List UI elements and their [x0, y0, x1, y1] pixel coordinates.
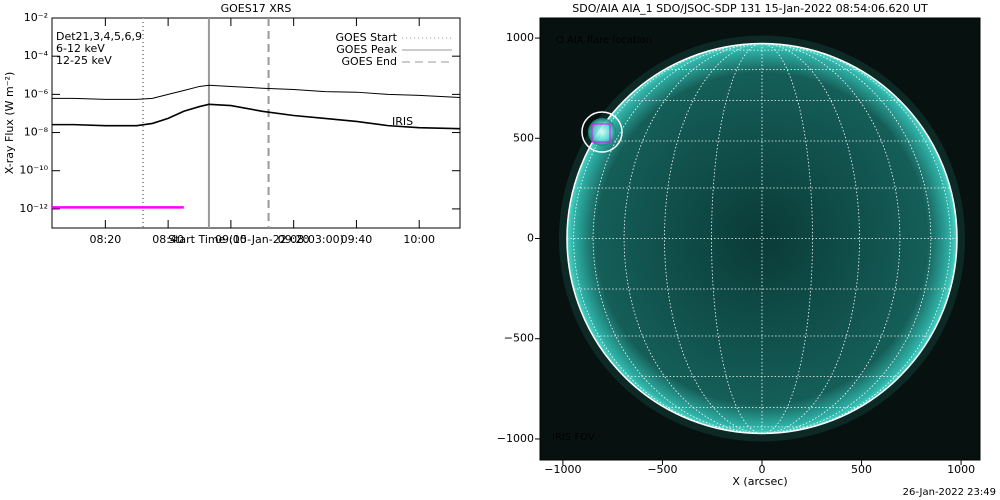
right-title: SDO/AIA AIA_1 SDO/JSOC-SDP 131 15-Jan-20…: [572, 2, 928, 15]
solar-disk: [566, 43, 957, 434]
y-tick-label: 1000: [506, 31, 534, 44]
x-tick-label: 0: [758, 463, 765, 476]
legend-label: GOES Peak: [336, 43, 397, 56]
flux-line: [52, 103, 461, 130]
y-tick-label: 10⁻¹²: [19, 202, 48, 215]
y-tick-label: 500: [513, 131, 534, 144]
y-tick-label: 10⁻¹⁰: [19, 164, 48, 177]
x-tick-label: −1000: [544, 463, 581, 476]
longitude-line: [573, 43, 762, 434]
iris-fov-box: [591, 123, 611, 143]
x-tick-label: 09:20: [278, 233, 310, 246]
x-tick-label: 09:40: [341, 233, 373, 246]
x-tick-label: −500: [647, 463, 677, 476]
y-axis-label: X-ray Flux (W m⁻²): [3, 72, 16, 174]
x-tick-label: 500: [851, 463, 872, 476]
y-tick-label: 10⁻⁶: [24, 87, 49, 100]
y-tick-label: −1000: [497, 432, 534, 445]
x-tick-label: 08:20: [90, 233, 122, 246]
x-tick-label: 10:00: [403, 233, 435, 246]
flare-marker: [581, 111, 623, 153]
y-tick-label: 10⁻⁸: [24, 126, 49, 139]
legend-label: 6-12 keV: [56, 42, 105, 55]
y-tick-label: −500: [504, 332, 534, 345]
x-tick-label: 08:40: [152, 233, 184, 246]
limb: [566, 42, 958, 435]
y-tick-label: 10⁻²: [24, 11, 48, 24]
heliographic-grid: [566, 43, 957, 434]
y-tick-label: 0: [527, 231, 534, 244]
x-tick-label: 09:00: [215, 233, 247, 246]
flare-glow: [588, 118, 616, 146]
x-axis-label: X (arcsec): [732, 475, 787, 488]
flux-line: [52, 84, 461, 100]
legend-label: GOES Start: [336, 31, 398, 44]
plot-frame: [51, 17, 461, 229]
x-tick-label: 1000: [947, 463, 975, 476]
detectors: Det21,3,4,5,6,9: [56, 30, 142, 43]
flare-legend: O AIA flare location: [556, 35, 652, 46]
y-tick-label: 10⁻⁴: [24, 49, 49, 62]
left-title: GOES17 XRS: [221, 2, 292, 15]
longitude-line: [761, 43, 813, 434]
longitude-line: [711, 43, 762, 434]
x-axis-label: Start Time (15-Jan-22 08:03:00): [168, 233, 344, 246]
plot-frame: [539, 17, 981, 461]
legend-label: GOES End: [341, 55, 397, 68]
fov-label: IRIS FOV: [552, 432, 595, 443]
iris-label: IRIS: [392, 115, 413, 128]
footer: 26-Jan-2022 23:49: [903, 487, 996, 498]
legend-label: 12-25 keV: [56, 54, 112, 67]
longitude-line: [761, 43, 951, 434]
